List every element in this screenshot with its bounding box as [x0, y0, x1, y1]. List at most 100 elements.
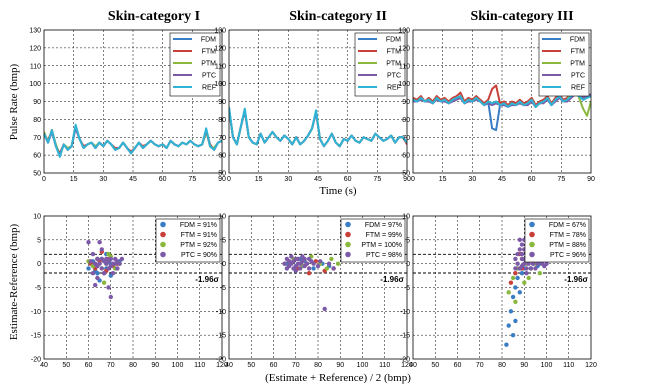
scatter-point-ptm — [329, 256, 334, 262]
bottom-y-axis-label: Estimate-Reference (bmp) — [8, 223, 20, 340]
plot-area — [229, 253, 407, 312]
y-tick-label: -10 — [400, 309, 410, 316]
x-tick-label: 45 — [498, 176, 506, 183]
y-tick-label: 10 — [218, 214, 226, 221]
bottom-panel-1: 405060708090100110120-20-15-10-50510+1.9… — [31, 214, 228, 370]
scatter-point-ptc — [517, 247, 522, 252]
column-title-3: Skin-category III — [470, 9, 573, 24]
scatter-point-ptc — [93, 282, 98, 288]
y-tick-label: 70 — [402, 135, 410, 142]
scatter-point-ptc — [101, 271, 107, 276]
bottom-panel-2: 405060708090100110120-20-15-10-50510+1.9… — [216, 214, 413, 370]
scatter-point-ptc — [306, 266, 312, 271]
y-tick-label: -10 — [31, 309, 41, 316]
scatter-point-ptc — [289, 254, 294, 259]
y-tick-label: -20 — [216, 357, 226, 364]
band-label-lower: -1.96σ — [380, 275, 404, 284]
legend-marker — [529, 221, 535, 228]
scatter-point-fdm — [517, 290, 522, 295]
x-tick-label: 90 — [218, 176, 226, 183]
scatter-point-ptc — [119, 256, 125, 262]
legend-entry: FTM — [202, 49, 217, 56]
column-title-2: Skin-category II — [289, 9, 387, 24]
legend-entry: PTC — [202, 73, 216, 80]
legend-entry: FTM = 78% — [550, 232, 586, 239]
x-tick-label: 30 — [99, 176, 107, 183]
scatter-point-ptc — [519, 251, 525, 257]
scatter-point-fdm — [86, 266, 91, 271]
legend-entry: FTM — [571, 49, 586, 56]
scatter-point-ptc — [530, 261, 536, 266]
series-line-ftm — [413, 82, 591, 107]
scatter-point-ptc — [544, 261, 549, 266]
x-tick-label: 70 — [107, 362, 115, 369]
axes-frame — [43, 29, 223, 174]
x-tick-label: 120 — [216, 362, 228, 369]
y-tick-label: 110 — [215, 63, 226, 70]
y-tick-label: 0 — [37, 261, 41, 268]
legend-entry: FTM — [387, 49, 402, 56]
scatter-point-ptm — [506, 290, 511, 295]
plot-area — [44, 123, 222, 158]
legend-entry: FDM — [201, 37, 216, 44]
y-tick-label: 130 — [214, 28, 226, 35]
scatter-point-ptc — [306, 256, 312, 262]
x-tick-label: 60 — [85, 362, 93, 369]
plot-area — [44, 240, 222, 300]
legend-entry: PTM — [570, 61, 585, 68]
x-tick-label: 50 — [431, 362, 439, 369]
scatter-point-fdm — [506, 323, 511, 328]
x-tick-label: 50 — [247, 362, 255, 369]
legend-entry: FDM — [570, 37, 585, 44]
scatter-point-ftm — [513, 271, 518, 276]
scatter-point-ptc — [99, 266, 105, 271]
scatter-point-ptc — [108, 294, 114, 300]
y-tick-label: 50 — [33, 171, 41, 178]
axes-frame — [43, 215, 223, 360]
legend-box — [524, 218, 590, 263]
panels: 0 15 30 45 60 75 905060708090100110120130FDMFT… — [29, 28, 597, 370]
scatter-point-ptc — [108, 256, 114, 262]
x-tick-label: 45 — [129, 176, 137, 183]
x-tick-label: 90 — [336, 362, 344, 369]
legend-marker — [160, 241, 166, 248]
x-tick-label: 40 — [40, 362, 48, 369]
scatter-point-fdm — [515, 275, 520, 281]
legend-marker — [160, 251, 166, 258]
scatter-point-fdm — [510, 333, 516, 338]
x-tick-label: 80 — [314, 362, 322, 369]
legend-entry: FDM = 97% — [365, 222, 402, 229]
y-tick-label: 100 — [214, 81, 226, 88]
x-tick-label: 60 — [159, 176, 167, 183]
legend-entry: FTM = 99% — [366, 232, 402, 239]
plot-area — [229, 106, 407, 148]
y-tick-label: 10 — [402, 214, 410, 221]
y-tick-label: 60 — [402, 153, 410, 160]
x-tick-label: 50 — [62, 362, 70, 369]
x-tick-label: 0 — [42, 176, 46, 183]
x-tick-label: 0 — [411, 176, 415, 183]
band-label-lower: -1.96σ — [195, 275, 219, 284]
scatter-point-ptc — [311, 261, 316, 266]
x-tick-label: 110 — [563, 362, 574, 369]
x-tick-label: 80 — [129, 362, 137, 369]
y-tick-label: -15 — [216, 333, 226, 340]
y-tick-label: 90 — [218, 99, 226, 106]
scatter-point-ptc — [326, 261, 332, 266]
y-tick-label: 10 — [33, 214, 41, 221]
legend-entry: FDM — [386, 37, 401, 44]
y-tick-label: 120 — [214, 45, 226, 52]
scatter-point-ptm — [526, 275, 531, 281]
legend-marker — [529, 241, 535, 248]
y-tick-label: 100 — [398, 81, 410, 88]
x-tick-label: 120 — [401, 362, 413, 369]
scatter-point-ptc — [99, 247, 105, 252]
legend-marker — [160, 231, 166, 238]
scatter-point-ptc — [282, 261, 287, 266]
legend-entry: PTM — [201, 61, 216, 68]
x-tick-label: 60 — [270, 362, 278, 369]
scatter-point-ptc — [110, 271, 116, 276]
y-tick-label: 5 — [37, 237, 41, 244]
series-line-ref — [44, 123, 222, 158]
